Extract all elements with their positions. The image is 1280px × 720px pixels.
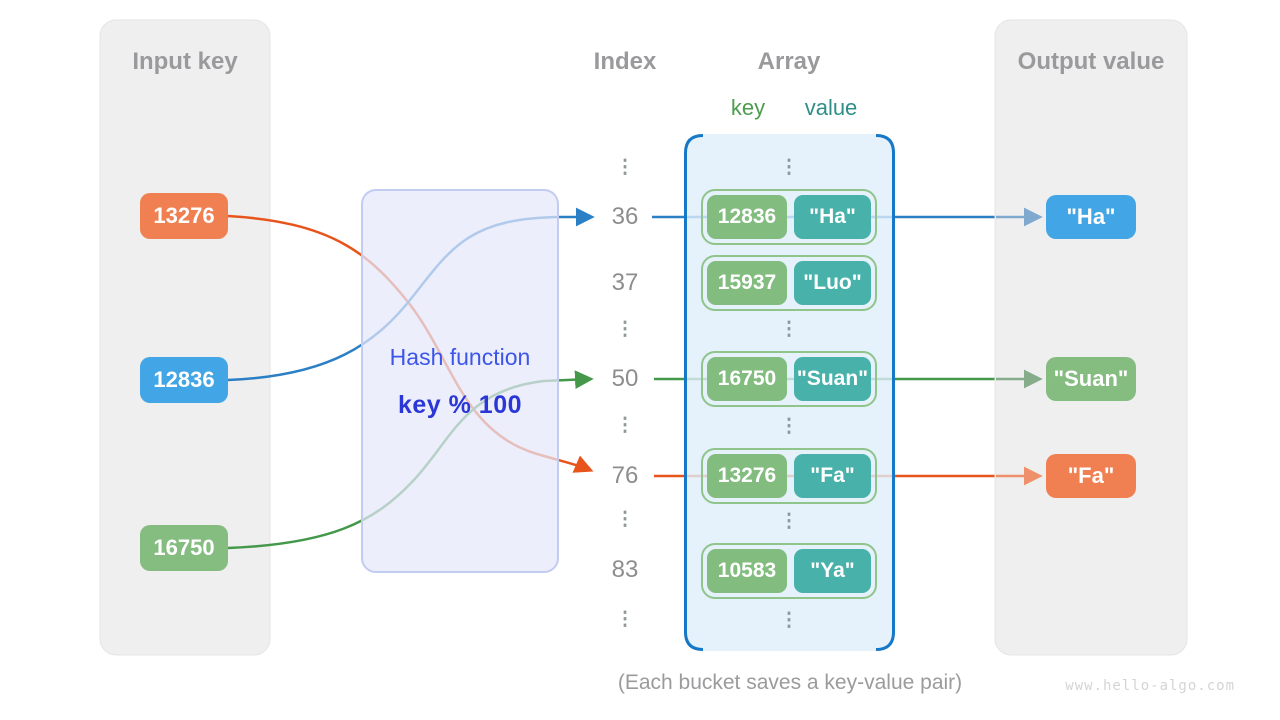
output-value-fa: "Fa" xyxy=(1046,454,1136,498)
index-50: 50 xyxy=(611,365,639,392)
bucket-key: 16750 xyxy=(707,357,787,401)
figure-caption: (Each bucket saves a key-value pair) xyxy=(617,671,963,694)
array-dots: ⋮ xyxy=(779,511,799,532)
index-dots: ⋮ xyxy=(615,609,635,630)
array-dots: ⋮ xyxy=(779,157,799,178)
output-panel xyxy=(994,19,1188,656)
array-value-header: value xyxy=(804,95,858,120)
array-dots: ⋮ xyxy=(779,416,799,437)
input-panel-title: Input key xyxy=(132,48,238,75)
array-bracket-right xyxy=(875,134,895,651)
index-36: 36 xyxy=(611,203,639,230)
hash-function-box xyxy=(361,189,559,573)
array-key-header: key xyxy=(730,95,766,120)
bucket-key: 13276 xyxy=(707,454,787,498)
array-bracket-left xyxy=(684,134,704,651)
bucket-value: "Ha" xyxy=(794,195,871,239)
index-column-title: Index xyxy=(593,48,657,75)
index-37: 37 xyxy=(611,269,639,296)
index-83: 83 xyxy=(611,556,639,583)
bucket-key: 12836 xyxy=(707,195,787,239)
output-panel-title: Output value xyxy=(1017,48,1165,75)
input-key-13276: 13276 xyxy=(140,193,228,239)
bucket-key: 15937 xyxy=(707,261,787,305)
bucket-row: 16750 "Suan" xyxy=(701,351,877,407)
bucket-value: "Suan" xyxy=(794,357,871,401)
index-dots: ⋮ xyxy=(615,157,635,178)
index-dots: ⋮ xyxy=(615,509,635,530)
output-value-suan: "Suan" xyxy=(1046,357,1136,401)
input-key-12836: 12836 xyxy=(140,357,228,403)
bucket-row: 10583 "Ya" xyxy=(701,543,877,599)
bucket-row: 12836 "Ha" xyxy=(701,189,877,245)
index-dots: ⋮ xyxy=(615,415,635,436)
array-dots: ⋮ xyxy=(779,319,799,340)
bucket-row: 13276 "Fa" xyxy=(701,448,877,504)
index-76: 76 xyxy=(611,462,639,489)
array-dots: ⋮ xyxy=(779,610,799,631)
bucket-key: 10583 xyxy=(707,549,787,593)
hash-function-formula: key % 100 xyxy=(397,391,523,419)
output-value-ha: "Ha" xyxy=(1046,195,1136,239)
bucket-row: 15937 "Luo" xyxy=(701,255,877,311)
bucket-value: "Luo" xyxy=(794,261,871,305)
index-dots: ⋮ xyxy=(615,319,635,340)
watermark: www.hello-algo.com xyxy=(1065,678,1235,694)
hash-function-label: Hash function xyxy=(389,344,531,370)
bucket-value: "Fa" xyxy=(794,454,871,498)
input-key-16750: 16750 xyxy=(140,525,228,571)
input-panel xyxy=(99,19,271,656)
array-column-title: Array xyxy=(757,48,821,75)
bucket-value: "Ya" xyxy=(794,549,871,593)
